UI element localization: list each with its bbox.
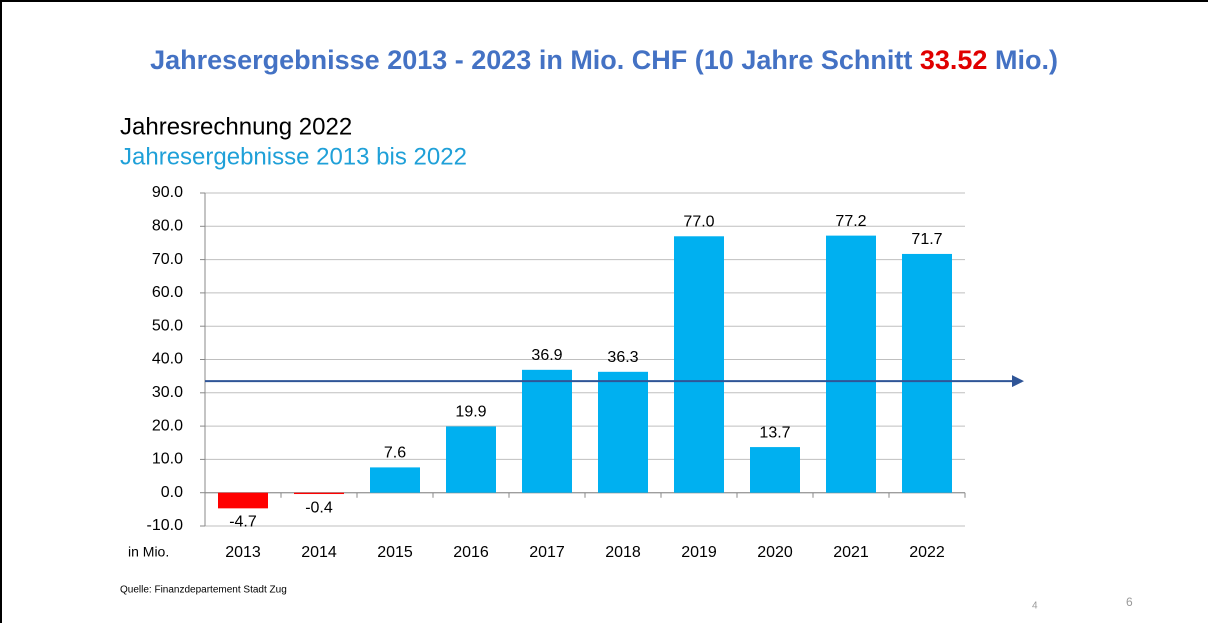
y-tick-label: 30.0 [152, 384, 183, 401]
x-tick-label: 2020 [757, 544, 793, 561]
y-tick-label: -10.0 [147, 517, 184, 534]
y-tick-label: 50.0 [152, 317, 183, 334]
value-label: 71.7 [911, 231, 942, 248]
value-label: 36.9 [531, 347, 562, 364]
value-label: -0.4 [305, 499, 333, 516]
y-axis-label: in Mio. [128, 544, 169, 560]
chart-heading: Jahresrechnung 2022 [120, 113, 352, 140]
title-highlight: 33.52 [920, 45, 988, 75]
source: Quelle: Finanzdepartement Stadt Zug [120, 585, 287, 596]
value-label: 77.0 [683, 214, 714, 231]
value-label: 13.7 [759, 424, 790, 441]
y-tick-label: 60.0 [152, 284, 183, 301]
bar [674, 236, 724, 493]
chart-subtitle: Jahresergebnisse 2013 bis 2022 [120, 143, 467, 170]
value-label: -4.7 [229, 514, 257, 531]
bar [370, 467, 420, 493]
bar [522, 369, 572, 493]
y-tick-label: 90.0 [152, 184, 183, 201]
slide-title: Jahresergebnisse 2013 - 2023 in Mio. CHF… [150, 45, 1058, 75]
bar [598, 371, 648, 493]
bar [218, 492, 268, 509]
x-tick-label: 2014 [301, 544, 337, 561]
y-tick-label: 40.0 [152, 351, 183, 368]
title-text: Mio.) [987, 45, 1057, 75]
value-label: 36.3 [607, 349, 638, 366]
y-tick-label: 20.0 [152, 417, 183, 434]
x-tick-label: 2021 [833, 544, 869, 561]
bar [750, 447, 800, 493]
title-text: Jahresergebnisse 2013 - 2023 in Mio. CHF… [150, 45, 920, 75]
y-tick-label: 70.0 [152, 251, 183, 268]
x-tick-label: 2019 [681, 544, 717, 561]
bar [826, 235, 876, 493]
x-tick-label: 2016 [453, 544, 489, 561]
x-tick-label: 2022 [909, 544, 945, 561]
x-tick-label: 2015 [377, 544, 413, 561]
x-tick-label: 2013 [225, 544, 261, 561]
bar [902, 253, 952, 493]
bar [294, 492, 344, 495]
y-tick-label: 0.0 [161, 484, 183, 501]
page-number: 6 [1126, 595, 1133, 609]
y-tick-label: 80.0 [152, 218, 183, 235]
x-tick-label: 2018 [605, 544, 641, 561]
bar [446, 426, 496, 493]
x-tick-label: 2017 [529, 544, 565, 561]
y-tick-label: 10.0 [152, 451, 183, 468]
value-label: 19.9 [455, 404, 486, 421]
value-label: 77.2 [835, 213, 866, 230]
value-label: 7.6 [384, 445, 406, 462]
page-number: 4 [1032, 601, 1038, 612]
